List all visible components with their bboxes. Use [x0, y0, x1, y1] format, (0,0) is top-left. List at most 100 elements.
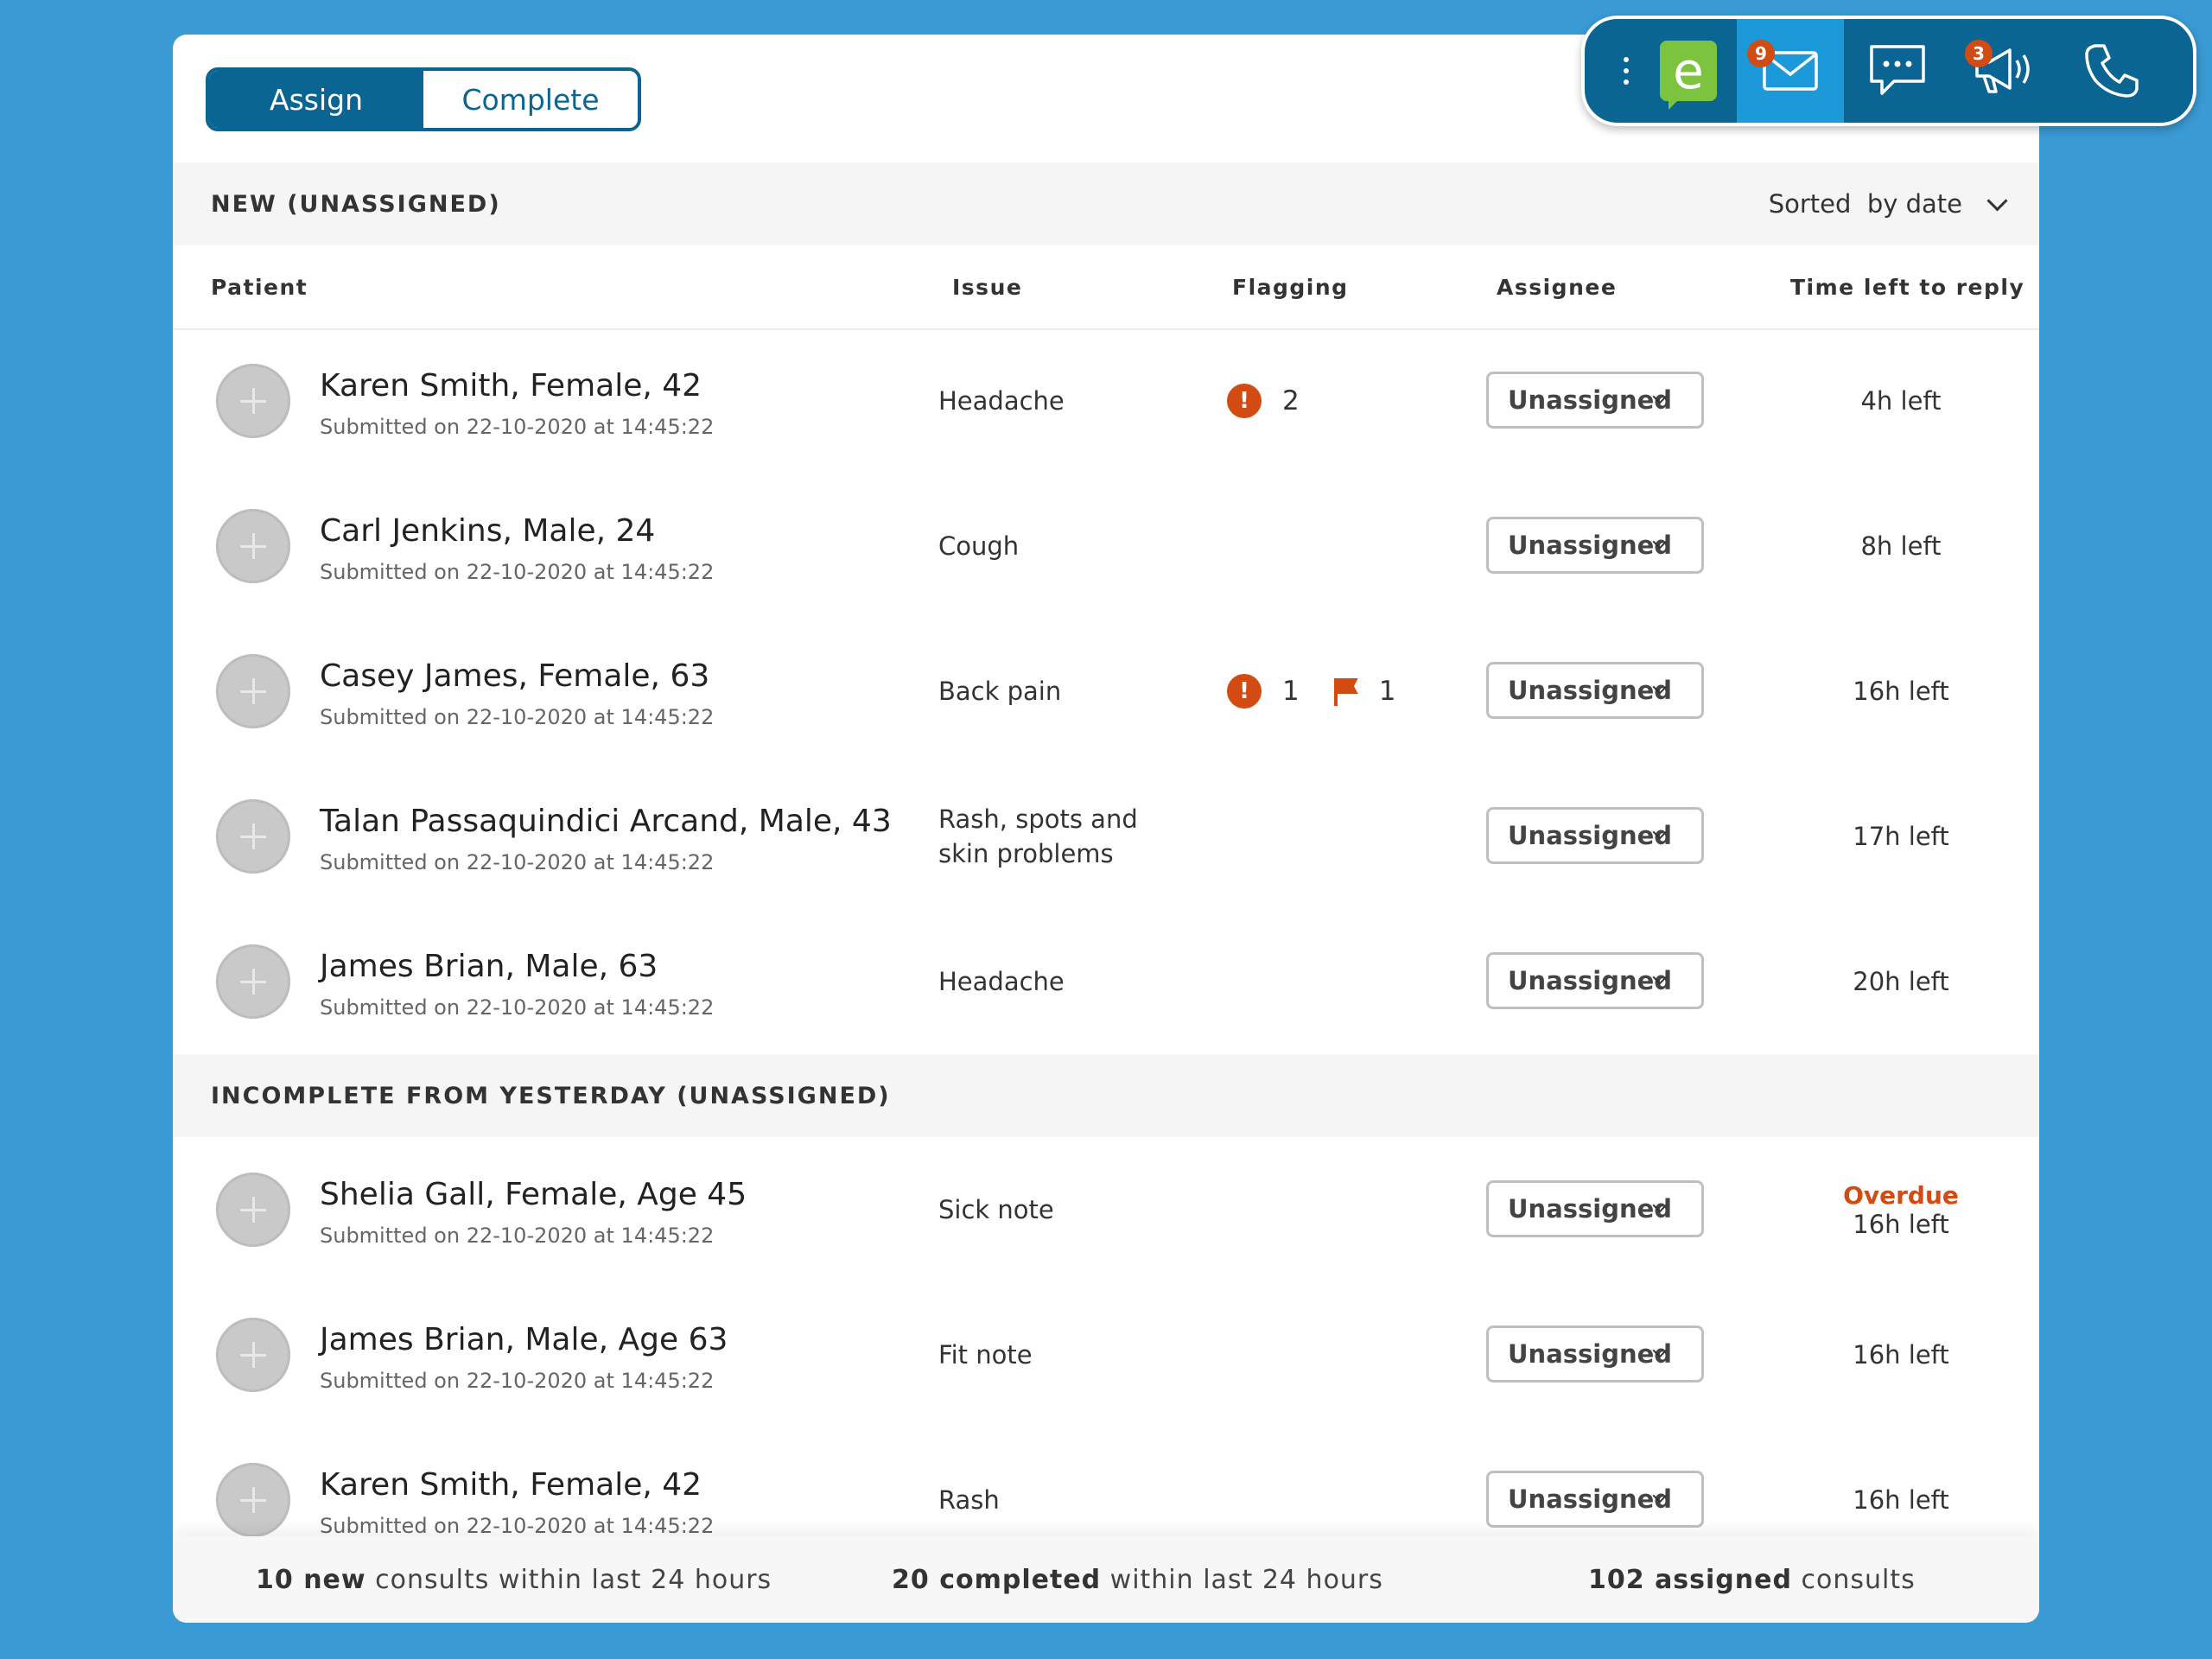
assignee-dropdown[interactable]: Unassigned [1486, 372, 1704, 429]
add-avatar-icon[interactable] [216, 944, 290, 1019]
assignee-dropdown[interactable]: Unassigned [1486, 1471, 1704, 1528]
submitted-date: Submitted on 22-10-2020 at 14:45:22 [320, 1514, 715, 1538]
time-left-cell: 16h left [1797, 619, 2005, 764]
add-avatar-icon[interactable] [216, 1318, 290, 1392]
more-icon[interactable] [1616, 19, 1637, 123]
col-assignee: Assignee [1497, 274, 1618, 300]
time-left-cell: 8h left [1797, 474, 2005, 619]
patient-name[interactable]: James Brian, Male, 63 [320, 949, 658, 984]
section-header-incomplete: INCOMPLETE FROM YESTERDAY (UNASSIGNED) [173, 1054, 2039, 1137]
time-left: 16h left [1853, 1485, 1949, 1515]
submitted-date: Submitted on 22-10-2020 at 14:45:22 [320, 415, 715, 439]
add-avatar-icon[interactable] [216, 799, 290, 874]
new-consults-stat: 10 new consults within last 24 hours [256, 1536, 772, 1623]
new-text: consults within last 24 hours [365, 1564, 772, 1595]
flagging-cell: ! 2 [1227, 328, 1332, 474]
chat-button[interactable] [1844, 19, 1951, 123]
add-avatar-icon[interactable] [216, 654, 290, 728]
time-left: 8h left [1860, 531, 1942, 561]
table-row: Karen Smith, Female, 42 Submitted on 22-1… [173, 328, 2039, 474]
issue-cell: Headache [938, 386, 1065, 416]
table-row: Carl Jenkins, Male, 24 Submitted on 22-10… [173, 474, 2039, 619]
completed-text: within last 24 hours [1101, 1564, 1383, 1595]
patient-name[interactable]: Karen Smith, Female, 42 [320, 368, 702, 404]
assignee-dropdown[interactable]: Unassigned [1486, 807, 1704, 864]
patient-name[interactable]: James Brian, Male, Age 63 [320, 1322, 728, 1357]
assignee-value: Unassigned [1508, 1194, 1673, 1224]
patient-name[interactable]: Carl Jenkins, Male, 24 [320, 513, 656, 549]
assignee-value: Unassigned [1508, 1484, 1673, 1514]
flag-count: 1 [1378, 676, 1396, 707]
app-logo-icon[interactable]: e [1650, 19, 1726, 123]
submitted-date: Submitted on 22-10-2020 at 14:45:22 [320, 1369, 715, 1393]
submitted-date: Submitted on 22-10-2020 at 14:45:22 [320, 995, 715, 1020]
table-row: Karen Smith, Female, 42 Submitted on 22-1… [173, 1427, 2039, 1573]
mail-badge: 9 [1747, 40, 1775, 67]
patient-name[interactable]: Talan Passaquindici Arcand, Male, 43 [320, 804, 892, 839]
assigned-count: 102 assigned [1588, 1564, 1792, 1595]
issue-cell: Sick note [938, 1195, 1054, 1224]
overdue-label: Overdue [1843, 1180, 1959, 1210]
issue-cell: Back pain [938, 677, 1062, 706]
assignee-value: Unassigned [1508, 385, 1673, 415]
table-row: James Brian, Male, Age 63 Submitted on 22… [173, 1282, 2039, 1427]
patient-name[interactable]: Shelia Gall, Female, Age 45 [320, 1177, 747, 1212]
submitted-date: Submitted on 22-10-2020 at 14:45:22 [320, 850, 715, 874]
tab-assign[interactable]: Assign [209, 71, 423, 128]
time-left: 16h left [1853, 1209, 1949, 1239]
chevron-down-icon [1986, 189, 2008, 212]
time-left-cell: 17h left [1797, 764, 2005, 909]
mail-button[interactable]: 9 [1737, 19, 1844, 123]
time-left: 4h left [1860, 386, 1942, 416]
assigned-text: consults [1791, 1564, 1916, 1595]
add-avatar-icon[interactable] [216, 509, 290, 583]
table-row: James Brian, Male, 63 Submitted on 22-10-… [173, 909, 2039, 1054]
phone-button[interactable] [2058, 19, 2165, 123]
section-title-new: NEW (UNASSIGNED) [211, 190, 501, 218]
sort-dropdown[interactable]: Sorted by date [1769, 162, 2008, 245]
submitted-date: Submitted on 22-10-2020 at 14:45:22 [320, 705, 715, 729]
col-flagging: Flagging [1232, 274, 1349, 300]
summary-footer: 10 new consults within last 24 hours 20 … [173, 1536, 2039, 1623]
time-left: 20h left [1853, 967, 1949, 996]
patient-name[interactable]: Casey James, Female, 63 [320, 658, 710, 694]
tab-complete[interactable]: Complete [423, 71, 638, 128]
assignee-dropdown[interactable]: Unassigned [1486, 662, 1704, 719]
issue-cell: Rash [938, 1485, 1000, 1515]
section-header-new: NEW (UNASSIGNED) Sorted by date [173, 162, 2039, 245]
add-avatar-icon[interactable] [216, 1463, 290, 1537]
alert-icon: ! [1227, 384, 1262, 418]
top-toolbar: e 9 3 [1581, 16, 2196, 126]
issue-cell: Cough [938, 531, 1020, 561]
col-patient: Patient [211, 274, 308, 300]
assignee-value: Unassigned [1508, 1339, 1673, 1369]
add-avatar-icon[interactable] [216, 364, 290, 438]
issue-cell: Rash, spots and skin problems [938, 804, 1138, 868]
patient-name[interactable]: Karen Smith, Female, 42 [320, 1467, 702, 1503]
submitted-date: Submitted on 22-10-2020 at 14:45:22 [320, 1224, 715, 1248]
assigned-stat: 102 assigned consults [1588, 1536, 1916, 1623]
completed-stat: 20 completed within last 24 hours [892, 1536, 1383, 1623]
new-count: 10 new [256, 1564, 366, 1595]
chat-icon [1870, 45, 1925, 95]
alert-count: 2 [1282, 385, 1300, 416]
table-row: Shelia Gall, Female, Age 45 Submitted on … [173, 1137, 2039, 1282]
table-row: Casey James, Female, 63 Submitted on 22-1… [173, 619, 2039, 764]
time-left-cell: Overdue 16h left [1797, 1137, 2005, 1282]
assignee-dropdown[interactable]: Unassigned [1486, 1180, 1704, 1237]
col-time-left: Time left to reply [1790, 274, 2025, 300]
table-row: Talan Passaquindici Arcand, Male, 43 Subm… [173, 764, 2039, 909]
assignee-dropdown[interactable]: Unassigned [1486, 952, 1704, 1009]
assignee-dropdown[interactable]: Unassigned [1486, 517, 1704, 574]
announcements-button[interactable]: 3 [1951, 19, 2058, 123]
assignee-value: Unassigned [1508, 966, 1673, 995]
assignee-value: Unassigned [1508, 821, 1673, 850]
announcements-badge: 3 [1965, 40, 1993, 67]
mail-icon [1763, 51, 1818, 91]
issue-cell: Headache [938, 967, 1065, 996]
assignee-dropdown[interactable]: Unassigned [1486, 1325, 1704, 1382]
flagging-cell: ! 1 1 [1227, 619, 1395, 764]
add-avatar-icon[interactable] [216, 1173, 290, 1247]
time-left-cell: 4h left [1797, 328, 2005, 474]
col-issue: Issue [952, 274, 1023, 300]
